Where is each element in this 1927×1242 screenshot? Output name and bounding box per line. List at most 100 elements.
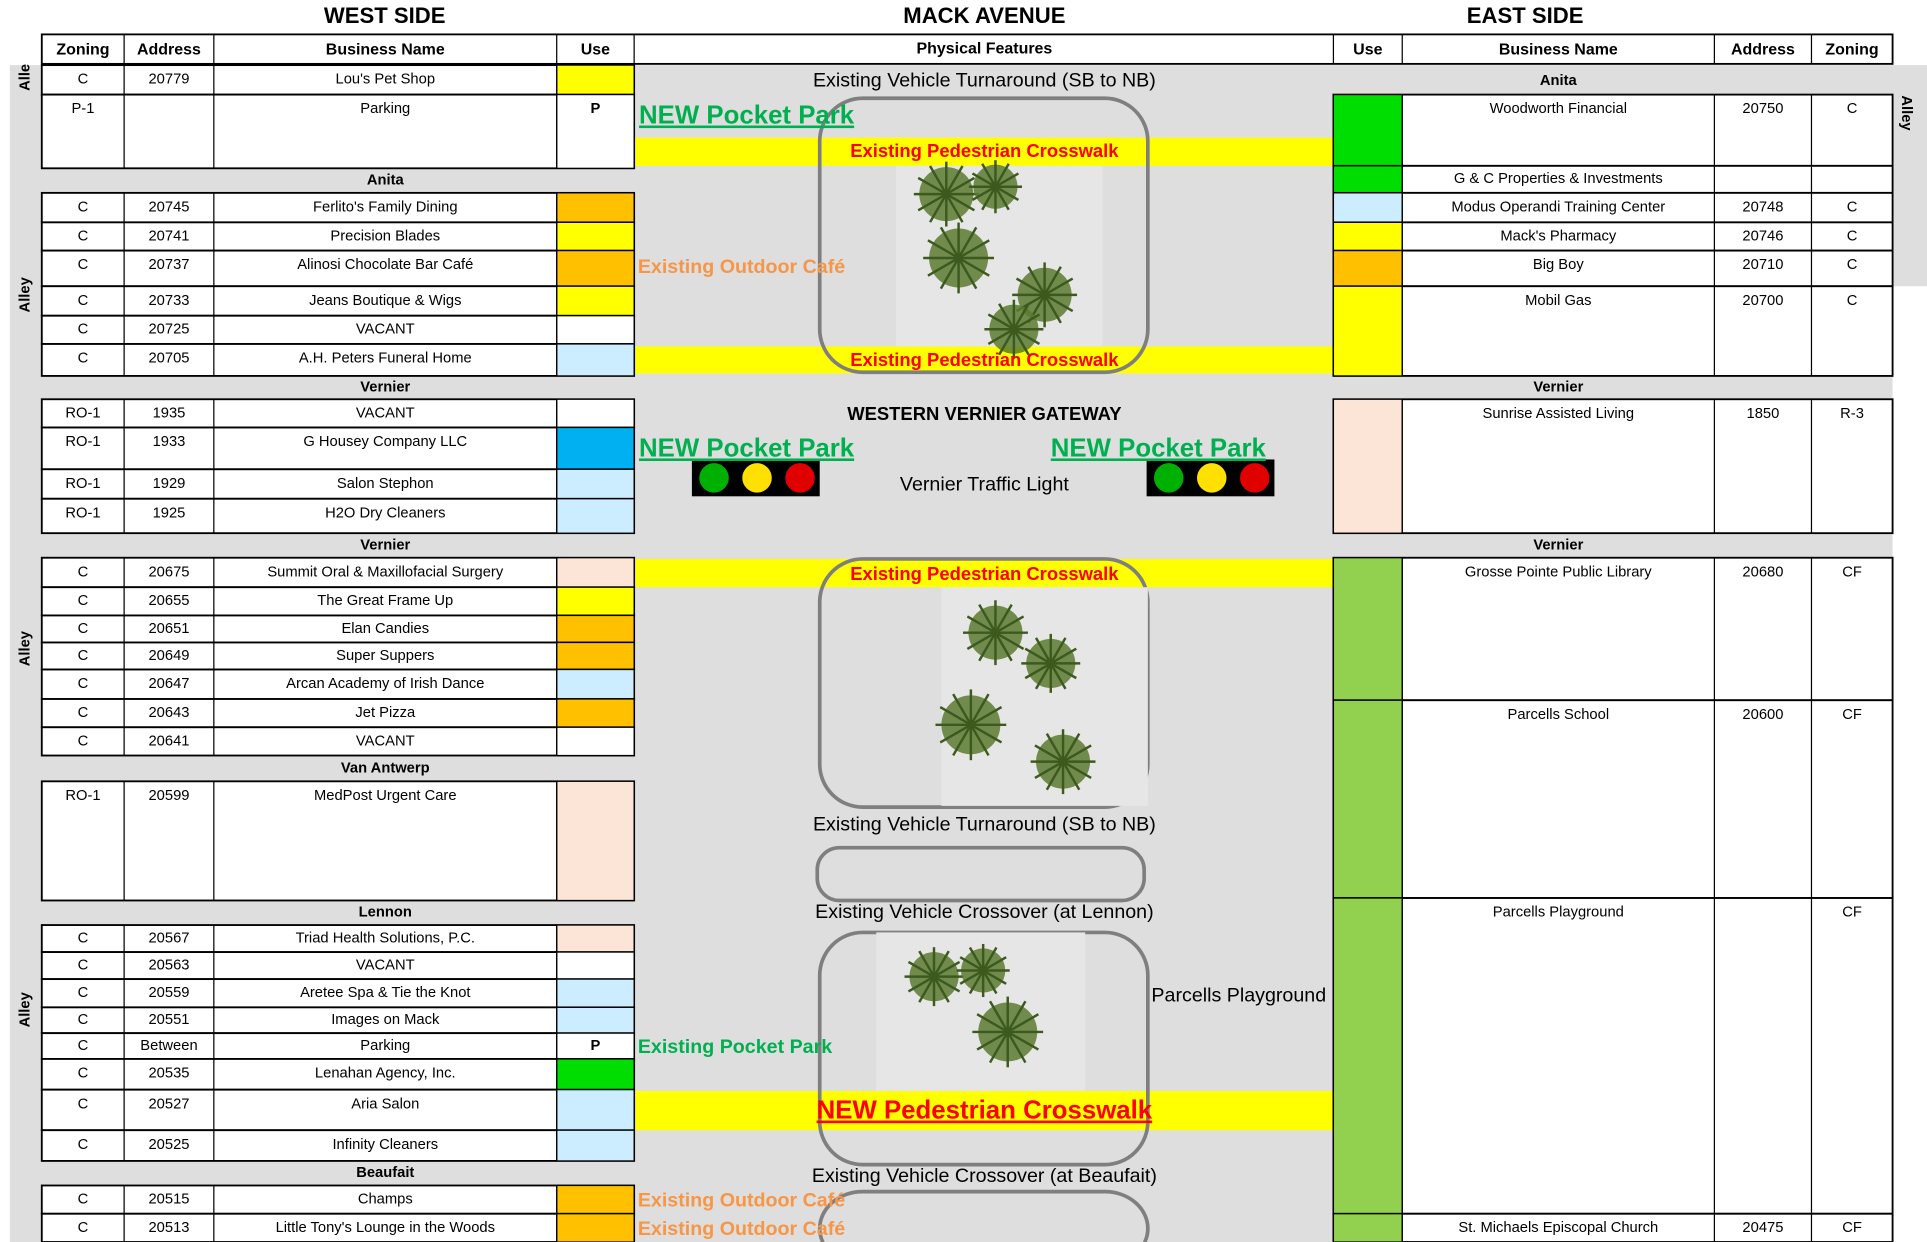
row	[40, 1129, 636, 1162]
use-cell	[1332, 699, 1403, 899]
tree-leaf	[939, 226, 960, 259]
cell-text: Jet Pizza	[355, 705, 416, 721]
cell-text: Arcan Academy of Irish Dance	[286, 676, 484, 692]
row	[40, 314, 636, 345]
crosswalk-band	[634, 346, 1334, 374]
use-cell	[556, 221, 635, 252]
tree-leaf	[994, 186, 1010, 211]
tree-leaf	[994, 163, 1010, 188]
cell-text: C	[78, 293, 89, 309]
cell-text: Lou's Pet Shop	[336, 72, 436, 88]
tree-leaf	[1043, 294, 1062, 324]
use-cell	[556, 468, 635, 500]
row	[40, 1032, 636, 1060]
tree-leaf	[939, 257, 960, 290]
row	[40, 726, 636, 757]
use-cell	[556, 1006, 635, 1034]
street-label: Vernier	[1533, 379, 1583, 395]
cell-text: 20675	[148, 564, 189, 580]
tree-leaf	[945, 193, 964, 223]
cell-text: 20733	[148, 293, 189, 309]
tree-leaf	[976, 1030, 1009, 1051]
use-cell	[556, 1213, 635, 1242]
tree-leaf	[918, 976, 936, 1003]
tree-leaf	[982, 946, 998, 972]
cell-text: C	[78, 228, 89, 244]
signal	[1153, 463, 1184, 493]
tree-leaf	[1013, 328, 1041, 346]
cell-text: H2O Dry Cleaners	[325, 505, 445, 521]
cell-text: P	[591, 1038, 601, 1054]
cell-text: C	[1847, 101, 1858, 117]
cell-text: 20647	[148, 676, 189, 692]
cell-text: C	[78, 257, 89, 273]
tree-leaf	[932, 950, 950, 978]
street-label: Van Antwerp	[341, 760, 430, 776]
cell-text: C	[78, 1096, 89, 1112]
cell-text: 20705	[148, 351, 189, 367]
west-title: WEST SIDE	[324, 3, 446, 28]
use-cell	[556, 64, 635, 96]
cell-text: C	[78, 733, 89, 749]
cell-text: Jeans Boutique & Wigs	[309, 293, 461, 309]
cell-text: Infinity Cleaners	[332, 1137, 438, 1153]
cell-text: RO-1	[65, 505, 100, 521]
cell-text: Grosse Pointe Public Library	[1465, 564, 1652, 580]
feature-label: Existing Outdoor Café	[638, 256, 845, 278]
row	[1332, 221, 1894, 252]
cell-text: 20559	[148, 985, 189, 1001]
crosswalk-band	[634, 137, 1334, 166]
tree-leaf	[1045, 732, 1065, 763]
column-header: Zoning	[1825, 42, 1878, 59]
tree-leaf	[927, 256, 960, 277]
tree-leaf	[933, 975, 961, 993]
use-cell	[1332, 1213, 1403, 1242]
use-cell	[556, 1184, 635, 1215]
cell-text: CF	[1842, 905, 1862, 921]
cell-text: 1933	[153, 434, 186, 450]
tree-leaf	[998, 303, 1015, 330]
column-header: Zoning	[56, 42, 109, 59]
cell-text: Images on Mack	[331, 1012, 440, 1028]
use-cell	[1332, 93, 1403, 167]
cell-text: 20599	[148, 788, 189, 804]
cell-text: A.H. Peters Funeral Home	[299, 351, 472, 367]
cell-text: Ferlito's Family Dining	[313, 200, 457, 216]
cell-text: 1850	[1747, 406, 1780, 422]
tree-leaf	[1013, 313, 1041, 331]
column-header: Physical Features	[916, 40, 1052, 57]
cell-text: G & C Properties & Investments	[1454, 171, 1663, 187]
tree-leaf	[981, 186, 997, 211]
use-cell	[556, 249, 635, 287]
row	[40, 426, 636, 471]
tree-leaf	[971, 172, 997, 188]
street-label: Anita	[1540, 73, 1578, 89]
signal	[742, 463, 772, 493]
cell-text: Parcells Playground	[1493, 905, 1624, 921]
feature-label: NEW Pedestrian Crosswalk	[817, 1097, 1153, 1125]
cell-text: R-3	[1840, 406, 1864, 422]
row	[40, 614, 636, 644]
cell-text: 20745	[148, 200, 189, 216]
cell-text: C	[78, 1012, 89, 1028]
column-header: Use	[1353, 42, 1382, 59]
tree-leaf	[968, 946, 985, 972]
tree-leaf	[927, 239, 960, 260]
use-cell	[556, 668, 635, 700]
tree-leaf	[1049, 662, 1067, 690]
cell-text: 20551	[148, 1012, 189, 1028]
cell-text: C	[1847, 293, 1858, 309]
row	[1332, 1212, 1894, 1242]
cell-text: 20746	[1742, 228, 1783, 244]
turnaround	[815, 845, 1146, 903]
cell-text: Modus Operandi Training Center	[1451, 200, 1665, 216]
cell-text: 20680	[1742, 564, 1783, 580]
tree-leaf	[952, 693, 972, 726]
signal	[1197, 463, 1227, 493]
tree-leaf	[987, 328, 1015, 346]
street-label: Vernier	[1533, 537, 1583, 553]
cell-text: C	[78, 593, 89, 609]
cell-text: 20643	[148, 705, 189, 721]
use-cell	[556, 1129, 635, 1162]
